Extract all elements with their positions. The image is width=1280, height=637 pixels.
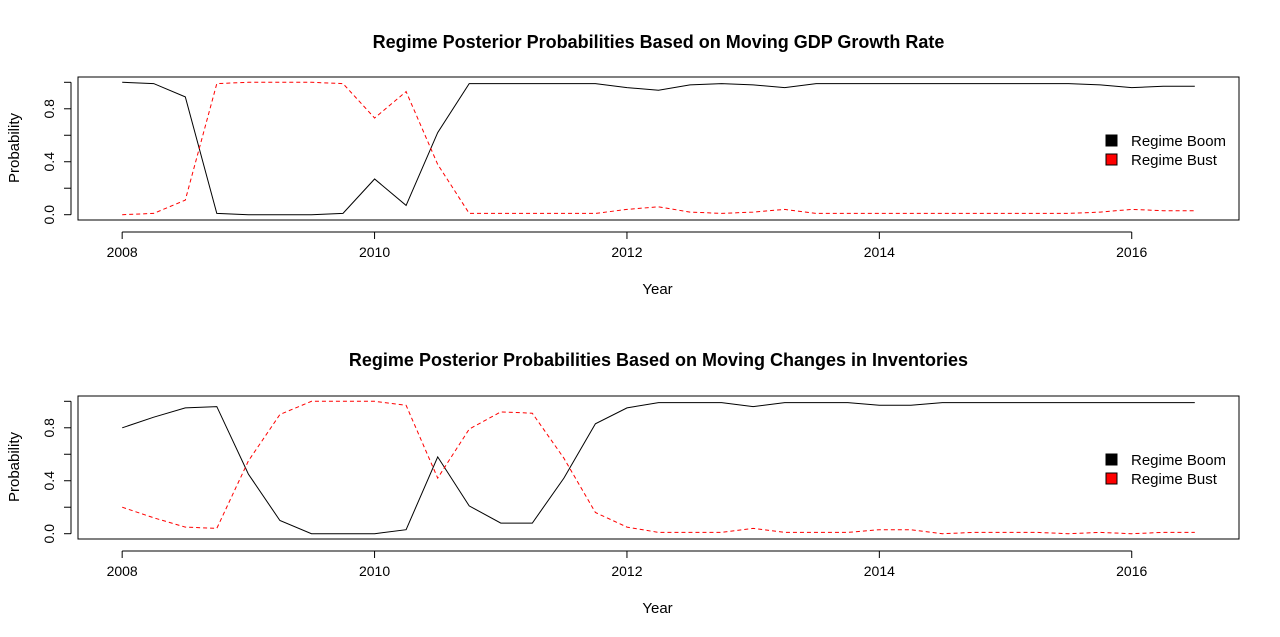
legend-label: Regime Boom xyxy=(1131,133,1226,150)
y-tick-label: 0.0 xyxy=(41,205,57,225)
y-tick-label: 0.8 xyxy=(41,418,57,438)
legend-label: Regime Boom xyxy=(1131,452,1226,469)
series-line-regime-bust xyxy=(122,400,1195,535)
series-line-regime-boom xyxy=(122,402,1195,535)
chart-title: Regime Posterior Probabilities Based on … xyxy=(373,32,945,52)
legend-swatch xyxy=(1105,134,1118,147)
legend-label: Regime Bust xyxy=(1131,152,1218,169)
y-axis-label: Probability xyxy=(6,431,23,502)
x-tick-label: 2012 xyxy=(611,244,642,260)
y-axis-label: Probability xyxy=(6,112,23,183)
legend-swatch xyxy=(1105,472,1118,485)
legend-swatch xyxy=(1105,453,1118,466)
y-tick-label: 0.0 xyxy=(41,524,57,544)
legend-label: Regime Bust xyxy=(1131,471,1218,488)
x-tick-label: 2014 xyxy=(864,563,895,579)
y-tick-label: 0.8 xyxy=(41,99,57,119)
plot-frame xyxy=(77,395,1240,540)
x-tick-label: 2008 xyxy=(107,244,138,260)
x-tick-label: 2014 xyxy=(864,244,895,260)
x-tick-label: 2008 xyxy=(107,563,138,579)
x-tick-label: 2012 xyxy=(611,563,642,579)
y-tick-label: 0.4 xyxy=(41,152,57,172)
legend-swatch xyxy=(1105,153,1118,166)
x-axis-label: Year xyxy=(642,281,672,298)
x-tick-label: 2010 xyxy=(359,244,390,260)
plot-frame xyxy=(77,76,1240,221)
x-tick-label: 2010 xyxy=(359,563,390,579)
x-tick-label: 2016 xyxy=(1116,563,1147,579)
series-line-regime-boom xyxy=(122,81,1195,216)
chart-title: Regime Posterior Probabilities Based on … xyxy=(349,350,968,370)
x-tick-label: 2016 xyxy=(1116,244,1147,260)
y-tick-label: 0.4 xyxy=(41,471,57,491)
series-line-regime-bust xyxy=(122,81,1195,216)
x-axis-label: Year xyxy=(642,600,672,617)
